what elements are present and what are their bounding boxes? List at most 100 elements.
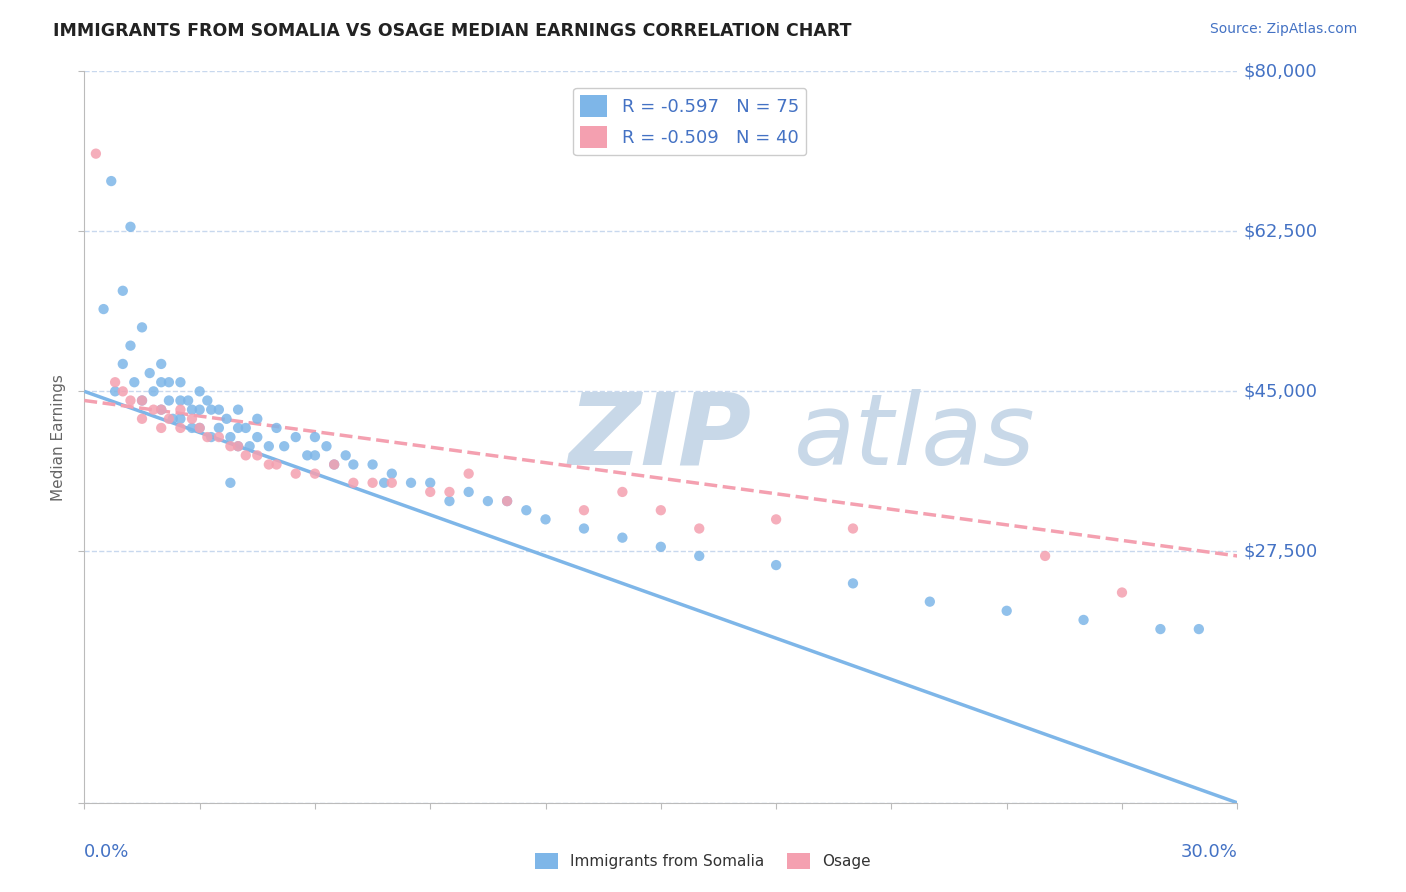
Point <box>381 475 404 490</box>
Point <box>131 320 153 334</box>
Point <box>246 448 269 462</box>
Text: ZIP: ZIP <box>568 389 752 485</box>
Point <box>572 503 595 517</box>
Point <box>131 411 153 425</box>
Point <box>138 366 160 380</box>
Point <box>323 458 346 472</box>
Point <box>284 430 307 444</box>
Point <box>572 521 595 535</box>
Point <box>142 384 165 399</box>
Point <box>381 467 404 481</box>
Point <box>93 301 115 317</box>
Point <box>169 393 191 408</box>
Point <box>419 475 441 490</box>
Point <box>226 439 249 453</box>
Point <box>169 402 191 417</box>
Point <box>150 402 173 417</box>
Point <box>1149 622 1171 636</box>
Point <box>104 375 127 389</box>
Point <box>124 375 146 389</box>
Point <box>842 576 865 591</box>
Point <box>457 484 479 499</box>
Point <box>477 494 499 508</box>
Text: $27,500: $27,500 <box>1243 542 1317 560</box>
Point <box>169 421 191 435</box>
Point <box>177 393 200 408</box>
Point <box>169 375 191 389</box>
Point <box>219 439 242 453</box>
Point <box>515 503 537 517</box>
Point <box>162 411 184 425</box>
Point <box>150 402 173 417</box>
Y-axis label: Median Earnings: Median Earnings <box>51 374 66 500</box>
Point <box>284 467 307 481</box>
Point <box>200 402 222 417</box>
Point <box>104 384 127 399</box>
Point <box>342 458 364 472</box>
Point <box>995 604 1018 618</box>
Point <box>496 494 519 508</box>
Text: 0.0%: 0.0% <box>84 843 129 861</box>
Point <box>688 549 710 563</box>
Text: 30.0%: 30.0% <box>1181 843 1237 861</box>
Legend: Immigrants from Somalia, Osage: Immigrants from Somalia, Osage <box>529 847 877 875</box>
Point <box>208 430 231 444</box>
Point <box>120 338 142 352</box>
Point <box>120 393 142 408</box>
Point <box>195 430 218 444</box>
Point <box>235 421 257 435</box>
Point <box>188 421 211 435</box>
Point <box>650 540 672 554</box>
Point <box>181 402 204 417</box>
Point <box>219 475 242 490</box>
Point <box>266 458 288 472</box>
Point <box>226 402 249 417</box>
Point <box>304 430 326 444</box>
Point <box>142 402 165 417</box>
Point <box>131 393 153 408</box>
Point <box>266 421 288 435</box>
Point <box>246 411 269 425</box>
Point <box>226 421 249 435</box>
Point <box>257 439 280 453</box>
Point <box>1033 549 1056 563</box>
Point <box>273 439 295 453</box>
Point <box>181 411 204 425</box>
Point <box>842 521 865 535</box>
Text: $45,000: $45,000 <box>1243 383 1317 401</box>
Point <box>208 402 231 417</box>
Text: $80,000: $80,000 <box>1243 62 1316 80</box>
Point <box>1111 585 1133 599</box>
Text: $62,500: $62,500 <box>1243 222 1317 240</box>
Point <box>399 475 422 490</box>
Text: Source: ZipAtlas.com: Source: ZipAtlas.com <box>1209 22 1357 37</box>
Point <box>195 393 218 408</box>
Point <box>918 594 941 608</box>
Point <box>188 384 211 399</box>
Point <box>612 531 634 545</box>
Point <box>419 484 441 499</box>
Point <box>111 284 134 298</box>
Point <box>100 174 122 188</box>
Point <box>304 467 326 481</box>
Point <box>457 467 479 481</box>
Point <box>188 421 211 435</box>
Point <box>157 411 180 425</box>
Point <box>157 393 180 408</box>
Point <box>150 375 173 389</box>
Point <box>188 402 211 417</box>
Point <box>361 458 384 472</box>
Point <box>219 430 242 444</box>
Point <box>342 475 364 490</box>
Point <box>239 439 262 453</box>
Point <box>181 421 204 435</box>
Point <box>169 411 191 425</box>
Point <box>235 448 257 462</box>
Point <box>335 448 357 462</box>
Point <box>111 384 134 399</box>
Point <box>373 475 395 490</box>
Point <box>612 484 634 499</box>
Point <box>534 512 557 526</box>
Point <box>323 458 346 472</box>
Point <box>131 393 153 408</box>
